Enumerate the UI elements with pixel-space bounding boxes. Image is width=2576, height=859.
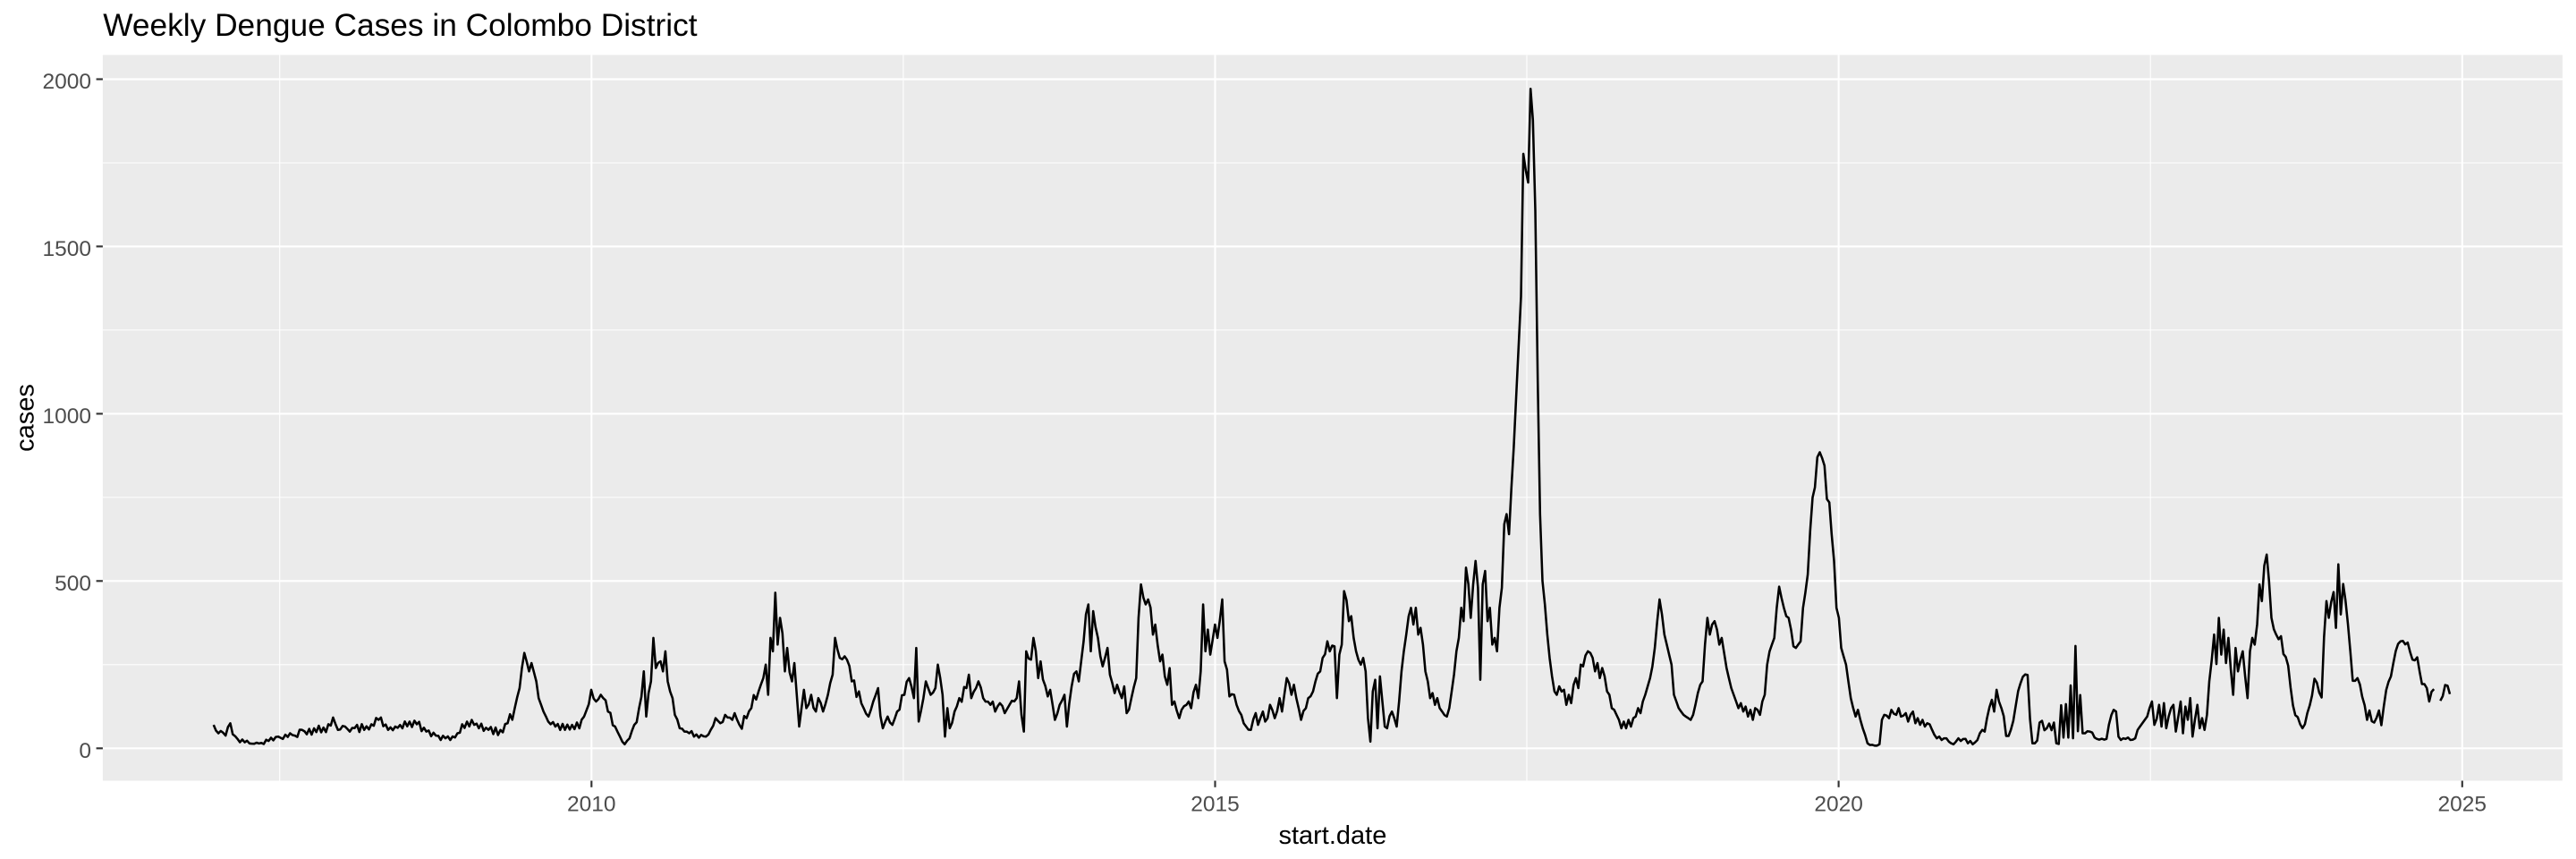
svg-text:cases: cases bbox=[12, 384, 40, 452]
svg-text:2015: 2015 bbox=[1191, 792, 1240, 816]
svg-text:1000: 1000 bbox=[42, 404, 91, 429]
svg-text:0: 0 bbox=[79, 739, 91, 763]
svg-text:2020: 2020 bbox=[1814, 792, 1863, 816]
svg-text:2025: 2025 bbox=[2438, 792, 2487, 816]
svg-text:500: 500 bbox=[55, 572, 91, 596]
svg-text:Weekly Dengue Cases in Colombo: Weekly Dengue Cases in Colombo District bbox=[103, 8, 698, 43]
svg-text:2000: 2000 bbox=[42, 70, 91, 94]
svg-text:1500: 1500 bbox=[42, 237, 91, 261]
svg-text:start.date: start.date bbox=[1278, 821, 1386, 850]
svg-text:2010: 2010 bbox=[567, 792, 616, 816]
